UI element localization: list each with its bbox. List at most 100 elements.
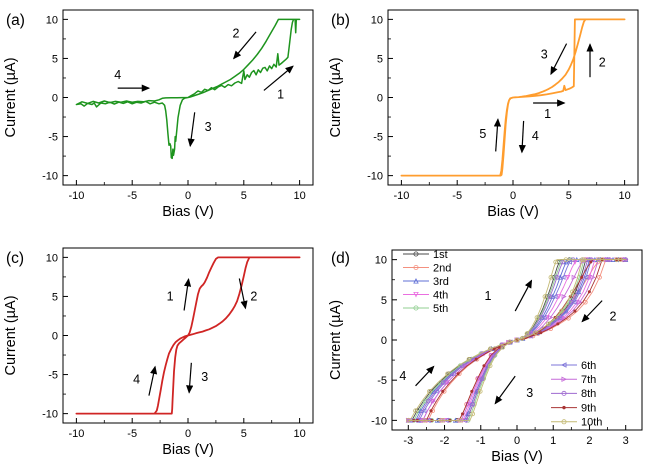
data-marker bbox=[413, 251, 419, 257]
y-tick-label: 0 bbox=[52, 93, 58, 105]
direction-arrow bbox=[581, 300, 603, 323]
data-marker bbox=[413, 264, 419, 270]
x-tick-label: 0 bbox=[510, 190, 516, 202]
direction-arrow bbox=[494, 375, 516, 405]
data-marker bbox=[557, 315, 563, 321]
data-marker bbox=[579, 257, 585, 262]
data-marker bbox=[413, 292, 419, 298]
x-tick-label: 2 bbox=[586, 435, 592, 447]
data-marker bbox=[421, 408, 427, 414]
x-axis-label: Bias (V) bbox=[491, 449, 543, 465]
x-tick-label: -10 bbox=[68, 190, 84, 202]
data-marker bbox=[426, 398, 431, 404]
data-marker bbox=[456, 372, 460, 376]
panel-c: -10 -5 0 5 10 -10 -5 0 5 10 Bias (V) Current (µA) (c… bbox=[0, 238, 325, 476]
data-marker bbox=[569, 299, 574, 305]
data-marker bbox=[422, 418, 427, 423]
y-tick-label: -5 bbox=[48, 370, 58, 382]
direction-arrow bbox=[514, 279, 533, 312]
arrow-label: 3 bbox=[526, 386, 533, 400]
arrow-label: 1 bbox=[544, 107, 551, 121]
y-tick-label: -10 bbox=[42, 171, 58, 183]
data-marker bbox=[547, 294, 553, 299]
panel-label: (d) bbox=[331, 250, 350, 267]
x-tick-label: 1 bbox=[550, 435, 556, 447]
data-marker bbox=[586, 275, 592, 281]
y-tick-label: 10 bbox=[46, 252, 58, 264]
panel-c-chart: -10 -5 0 5 10 -10 -5 0 5 10 Bias (V) Current (µA) (c… bbox=[3, 247, 314, 458]
data-marker bbox=[561, 294, 567, 300]
data-marker bbox=[430, 398, 436, 404]
x-tick-label: -1 bbox=[476, 435, 486, 447]
data-marker bbox=[548, 275, 554, 280]
legend-item-label: 3rd bbox=[433, 276, 449, 288]
y-axis-label: Current (µA) bbox=[328, 300, 344, 380]
arrow-label: 3 bbox=[541, 48, 548, 62]
data-marker bbox=[573, 309, 577, 313]
data-marker bbox=[583, 274, 589, 280]
arrow-label: 4 bbox=[133, 372, 140, 386]
data-marker bbox=[430, 398, 436, 404]
data-marker bbox=[556, 322, 560, 326]
iv-curve bbox=[75, 18, 301, 160]
data-marker bbox=[433, 388, 440, 394]
x-tick-label: 0 bbox=[514, 435, 520, 447]
panel-b: -10 -5 0 5 10 -10 -5 0 5 10 Bias (V) Current (µA) (b… bbox=[325, 0, 650, 238]
x-tick-label: -10 bbox=[68, 428, 84, 440]
legend-item-label: 5th bbox=[433, 303, 448, 315]
data-marker bbox=[614, 257, 619, 262]
direction-arrow bbox=[518, 120, 526, 154]
data-marker bbox=[480, 376, 485, 381]
iv-curve bbox=[75, 256, 301, 415]
data-marker bbox=[589, 260, 593, 264]
direction-arrow bbox=[183, 278, 192, 311]
x-tick-label: 5 bbox=[566, 190, 572, 202]
data-marker bbox=[440, 380, 446, 385]
y-tick-label: -10 bbox=[371, 415, 387, 427]
panel-a: -10 -5 0 5 10 -10 -5 0 5 10 Bias (V) Current (µA) (a… bbox=[0, 0, 325, 238]
data-marker bbox=[462, 363, 468, 369]
data-marker bbox=[514, 337, 520, 343]
legend-item-label: 9th bbox=[581, 402, 596, 414]
data-marker bbox=[474, 357, 478, 361]
x-tick-label: 10 bbox=[293, 190, 305, 202]
data-marker bbox=[555, 316, 561, 321]
direction-arrow bbox=[493, 118, 502, 152]
panel-label: (a) bbox=[6, 12, 25, 29]
y-tick-label: 0 bbox=[52, 331, 58, 343]
x-tick-label: 10 bbox=[293, 428, 305, 440]
data-marker bbox=[546, 321, 551, 327]
legend-item-label: 7th bbox=[581, 374, 596, 386]
data-marker bbox=[460, 412, 465, 416]
arrow-label: 2 bbox=[250, 289, 257, 303]
y-tick-label: -5 bbox=[377, 375, 387, 387]
data-marker bbox=[498, 345, 502, 349]
data-marker bbox=[539, 331, 543, 335]
data-marker bbox=[587, 290, 591, 294]
direction-arrow bbox=[186, 362, 194, 394]
data-marker bbox=[534, 315, 540, 320]
panel-a-chart: -10 -5 0 5 10 -10 -5 0 5 10 Bias (V) Current (µA) (a… bbox=[3, 9, 314, 220]
x-tick-label: 0 bbox=[185, 428, 191, 440]
y-tick-label: -5 bbox=[48, 132, 58, 144]
data-marker bbox=[524, 331, 530, 336]
data-marker bbox=[561, 362, 567, 368]
data-marker bbox=[440, 418, 446, 423]
data-marker bbox=[413, 305, 419, 311]
data-marker bbox=[583, 299, 588, 305]
panel-b-chart: -10 -5 0 5 10 -10 -5 0 5 10 Bias (V) Current (µA) (b… bbox=[328, 9, 639, 220]
data-marker bbox=[482, 364, 486, 368]
arrow-label: 4 bbox=[399, 369, 406, 383]
data-marker bbox=[458, 418, 464, 423]
data-marker bbox=[478, 376, 484, 382]
data-marker bbox=[487, 363, 493, 369]
panel-label: (b) bbox=[331, 12, 350, 29]
x-tick-label: 10 bbox=[618, 190, 630, 202]
panel-d: -3 -2 -1 0 1 2 3 -10 -5 0 5 10 Bias (V) Current (µA)(… bbox=[325, 238, 650, 476]
data-marker bbox=[465, 411, 471, 417]
data-marker bbox=[413, 408, 418, 414]
data-marker bbox=[427, 389, 432, 394]
x-tick-label: -5 bbox=[127, 190, 137, 202]
